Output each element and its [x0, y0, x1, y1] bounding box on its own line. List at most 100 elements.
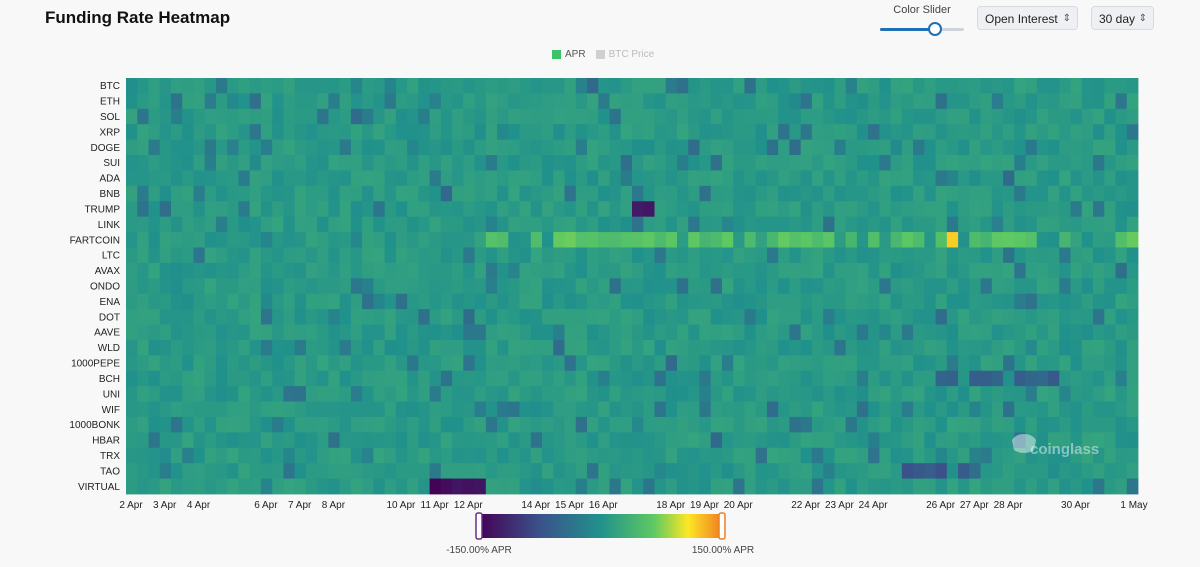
heatmap-cell[interactable]: [744, 432, 757, 449]
heatmap-cell[interactable]: [215, 309, 228, 325]
heatmap-cell[interactable]: [620, 293, 633, 310]
heatmap-cell[interactable]: [564, 155, 577, 171]
heatmap-cell[interactable]: [823, 139, 835, 156]
heatmap-cell[interactable]: [440, 232, 453, 248]
heatmap-cell[interactable]: [497, 108, 509, 125]
heatmap-cell[interactable]: [834, 339, 847, 356]
heatmap-cell[interactable]: [632, 339, 644, 356]
heatmap-cell[interactable]: [924, 463, 936, 479]
heatmap-cell[interactable]: [901, 432, 914, 449]
heatmap-cell[interactable]: [508, 432, 520, 449]
heatmap-cell[interactable]: [924, 93, 936, 110]
heatmap-cell[interactable]: [294, 185, 307, 202]
heatmap-cell[interactable]: [159, 309, 172, 325]
heatmap-cell[interactable]: [1036, 78, 1049, 94]
heatmap-cell[interactable]: [879, 447, 892, 464]
heatmap-cell[interactable]: [283, 262, 296, 279]
heatmap-cell[interactable]: [305, 232, 318, 248]
heatmap-cell[interactable]: [890, 447, 903, 464]
heatmap-cell[interactable]: [1104, 309, 1116, 325]
heatmap-cell[interactable]: [519, 170, 532, 187]
heatmap-cell[interactable]: [452, 139, 464, 156]
heatmap-cell[interactable]: [946, 386, 959, 402]
heatmap-cell[interactable]: [744, 309, 757, 325]
heatmap-cell[interactable]: [227, 108, 239, 125]
heatmap-cell[interactable]: [811, 278, 824, 295]
heatmap-cell[interactable]: [958, 139, 970, 156]
heatmap-cell[interactable]: [407, 232, 419, 248]
heatmap-cell[interactable]: [508, 170, 520, 187]
heatmap-cell[interactable]: [463, 170, 475, 187]
heatmap-cell[interactable]: [901, 309, 914, 325]
heatmap-cell[interactable]: [969, 293, 981, 310]
heatmap-cell[interactable]: [452, 201, 464, 218]
heatmap-cell[interactable]: [395, 386, 408, 402]
heatmap-cell[interactable]: [530, 185, 543, 202]
heatmap-cell[interactable]: [980, 339, 993, 356]
heatmap-cell[interactable]: [980, 309, 993, 325]
heatmap-cell[interactable]: [721, 247, 734, 264]
heatmap-cell[interactable]: [654, 478, 667, 495]
heatmap-cell[interactable]: [856, 416, 869, 433]
heatmap-cell[interactable]: [159, 155, 172, 171]
heatmap-cell[interactable]: [1115, 355, 1128, 372]
heatmap-cell[interactable]: [1003, 93, 1015, 110]
heatmap-cell[interactable]: [778, 124, 790, 141]
heatmap-cell[interactable]: [845, 339, 858, 356]
heatmap-cell[interactable]: [632, 124, 644, 141]
heatmap-cell[interactable]: [800, 155, 813, 171]
heatmap-cell[interactable]: [463, 339, 475, 356]
heatmap-cell[interactable]: [148, 155, 161, 171]
heatmap-cell[interactable]: [542, 478, 554, 495]
heatmap-cell[interactable]: [755, 247, 768, 264]
heatmap-cell[interactable]: [575, 124, 588, 141]
heatmap-cell[interactable]: [294, 447, 307, 464]
heatmap-cell[interactable]: [1093, 93, 1105, 110]
heatmap-cell[interactable]: [868, 232, 880, 248]
heatmap-cell[interactable]: [227, 139, 239, 156]
heatmap-cell[interactable]: [317, 201, 329, 218]
heatmap-cell[interactable]: [643, 324, 655, 341]
heatmap-cell[interactable]: [1093, 78, 1105, 94]
heatmap-cell[interactable]: [890, 478, 903, 495]
heatmap-cell[interactable]: [1126, 309, 1139, 325]
heatmap-cell[interactable]: [688, 185, 700, 202]
heatmap-cell[interactable]: [542, 370, 554, 387]
heatmap-cell[interactable]: [744, 278, 757, 295]
heatmap-cell[interactable]: [305, 416, 318, 433]
heatmap-cell[interactable]: [564, 201, 577, 218]
heatmap-cell[interactable]: [1059, 355, 1071, 372]
heatmap-cell[interactable]: [542, 247, 554, 264]
heatmap-cell[interactable]: [238, 339, 251, 356]
heatmap-cell[interactable]: [1115, 232, 1128, 248]
heatmap-cell[interactable]: [407, 386, 419, 402]
heatmap-cell[interactable]: [170, 386, 183, 402]
heatmap-cell[interactable]: [575, 247, 588, 264]
heatmap-cell[interactable]: [901, 447, 914, 464]
heatmap-cell[interactable]: [643, 478, 655, 495]
heatmap-cell[interactable]: [1014, 293, 1026, 310]
heatmap-cell[interactable]: [395, 262, 408, 279]
heatmap-cell[interactable]: [215, 293, 228, 310]
heatmap-cell[interactable]: [1036, 370, 1049, 387]
heatmap-cell[interactable]: [272, 124, 284, 141]
heatmap-cell[interactable]: [924, 432, 936, 449]
heatmap-cell[interactable]: [260, 416, 273, 433]
heatmap-cell[interactable]: [350, 232, 363, 248]
heatmap-cell[interactable]: [126, 370, 138, 387]
heatmap-cell[interactable]: [800, 78, 813, 94]
heatmap-cell[interactable]: [519, 401, 532, 418]
heatmap-cell[interactable]: [575, 416, 588, 433]
heatmap-cell[interactable]: [1036, 386, 1049, 402]
heatmap-cell[interactable]: [755, 201, 768, 218]
heatmap-cell[interactable]: [542, 262, 554, 279]
heatmap-cell[interactable]: [935, 370, 948, 387]
heatmap-cell[interactable]: [1126, 355, 1139, 372]
heatmap-cell[interactable]: [407, 108, 419, 125]
heatmap-cell[interactable]: [575, 216, 588, 233]
heatmap-cell[interactable]: [440, 478, 453, 495]
heatmap-cell[interactable]: [620, 201, 633, 218]
heatmap-cell[interactable]: [710, 262, 723, 279]
heatmap-cell[interactable]: [553, 93, 565, 110]
heatmap-cell[interactable]: [676, 185, 689, 202]
